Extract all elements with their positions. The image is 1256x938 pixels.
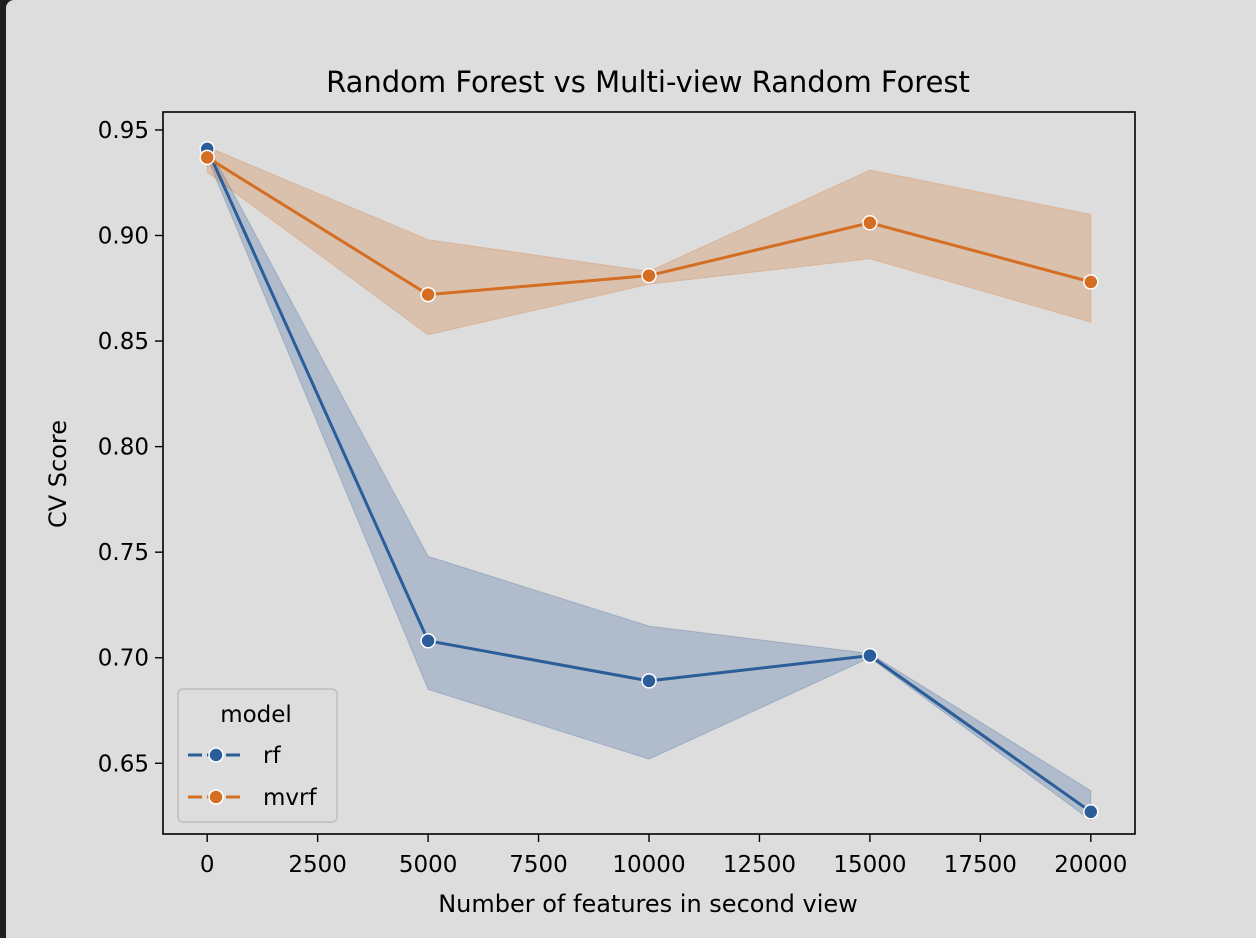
legend-marker-rf (208, 747, 224, 763)
x-tick-label: 0 (200, 852, 215, 878)
figure: Random Forest vs Multi-view Random Fores… (6, 0, 1256, 938)
series-markers (199, 141, 1099, 820)
x-tick-label: 12500 (723, 852, 796, 878)
y-tick-label: 0.65 (98, 751, 149, 777)
legend-box (177, 688, 338, 823)
x-axis-ticks: 0 2500 5000 7500 10000 12500 15000 17500 20000 (200, 834, 1127, 878)
y-tick-label: 0.95 (98, 118, 149, 144)
plot-frame (162, 111, 1136, 835)
data-point-rf (420, 633, 436, 649)
x-tick-label: 7500 (509, 852, 568, 878)
y-tick-label: 0.80 (98, 435, 149, 461)
x-tick-label: 20000 (1054, 852, 1127, 878)
data-point-rf (1083, 804, 1099, 820)
data-point-mvrf (199, 149, 215, 166)
line-chart: Random Forest vs Multi-view Random Fores… (44, 65, 1136, 918)
x-tick-label: 5000 (399, 852, 458, 878)
legend-title: model (220, 702, 292, 728)
data-point-rf (862, 647, 878, 664)
data-point-mvrf (862, 215, 878, 231)
legend-label-rf: rf (263, 743, 281, 769)
y-tick-label: 0.70 (98, 646, 149, 672)
x-axis-title: Number of features in second view (438, 890, 858, 918)
chart-title: Random Forest vs Multi-view Random Fores… (326, 65, 970, 99)
x-tick-label: 17500 (944, 852, 1017, 878)
x-tick-label: 2500 (288, 852, 347, 878)
y-axis-ticks: 0.65 0.70 0.75 0.80 0.85 0.90 0.95 (98, 118, 163, 777)
y-tick-label: 0.90 (98, 224, 149, 250)
x-tick-label: 15000 (833, 852, 906, 878)
y-tick-label: 0.75 (98, 540, 149, 566)
y-axis-title: CV Score (44, 420, 72, 528)
legend-items: rf mvrf (188, 743, 317, 811)
legend-marker-mvrf (208, 789, 224, 805)
x-tick-label: 10000 (612, 852, 685, 878)
data-point-mvrf (641, 267, 657, 284)
legend-label-mvrf: mvrf (263, 785, 317, 811)
ci-band-rf (206, 144, 1092, 822)
y-tick-label: 0.85 (98, 329, 149, 355)
data-point-mvrf (420, 286, 436, 303)
data-point-mvrf (1083, 274, 1099, 290)
data-point-rf (641, 673, 657, 689)
legend: model rf mvrf (177, 688, 338, 823)
